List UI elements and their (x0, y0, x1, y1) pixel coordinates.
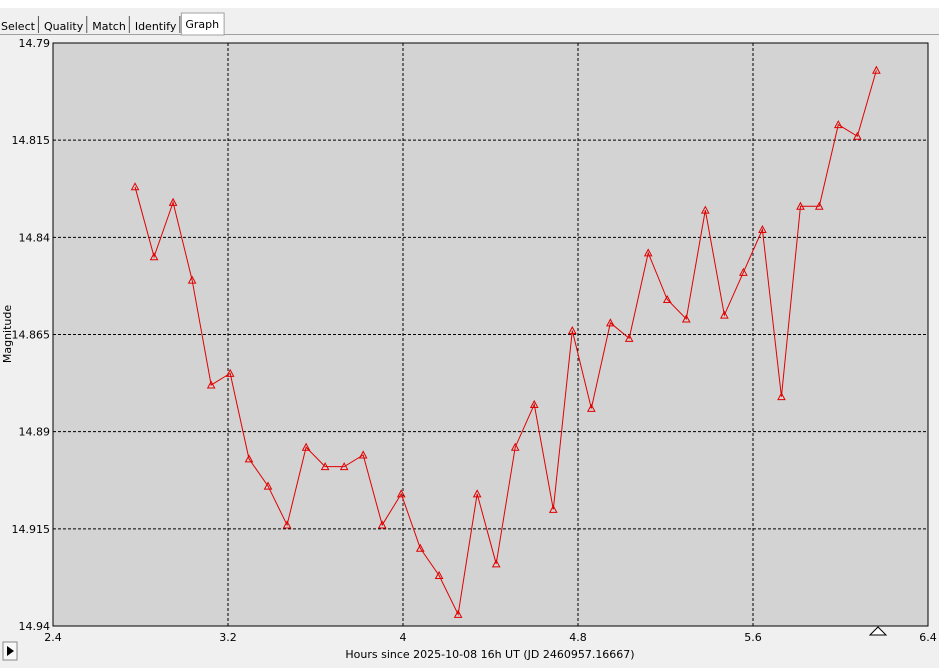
x-tick-label: 4.8 (569, 631, 587, 644)
tab-label[interactable]: Identify (135, 20, 177, 33)
data-point (206, 380, 216, 389)
x-tick-label: 2.4 (44, 631, 62, 644)
data-point (624, 333, 634, 342)
data-point (758, 225, 767, 234)
top-strip (0, 0, 939, 8)
data-point (491, 559, 501, 568)
data-point (472, 489, 482, 498)
play-icon (7, 646, 14, 656)
x-tick-label: 4 (400, 631, 407, 644)
data-point (453, 609, 463, 618)
active-tab[interactable] (180, 12, 225, 36)
y-axis-label: Magnitude (1, 305, 14, 364)
tab-label[interactable]: Select (1, 20, 36, 33)
data-point (149, 252, 159, 261)
y-tick-label: 14.89 (19, 426, 51, 439)
data-point (168, 197, 178, 206)
tab-label[interactable]: Graph (185, 18, 219, 31)
data-point (681, 314, 691, 323)
data-point (700, 205, 710, 214)
data-point (777, 392, 786, 401)
data-point (643, 248, 653, 257)
data-point (814, 201, 824, 210)
data-point (853, 131, 862, 140)
data-point (301, 442, 311, 451)
data-point (833, 120, 843, 129)
data-point (320, 462, 330, 471)
data-point (739, 267, 748, 276)
data-point (187, 275, 197, 284)
data-point (358, 450, 368, 459)
scroll-marker[interactable] (868, 626, 888, 636)
x-tick-label: 6.4 (919, 631, 937, 644)
x-tick-label: 3.2 (219, 631, 237, 644)
x-tick-label: 5.6 (744, 631, 762, 644)
data-point (339, 462, 349, 471)
y-tick-label: 14.94 (19, 620, 51, 633)
data-point (872, 65, 881, 74)
y-tick-label: 14.915 (12, 523, 51, 536)
data-point (415, 543, 425, 552)
data-point (225, 368, 235, 377)
plot: 14.79 14.815 14.84 14.865 14.89 14.915 14.942.… (12, 37, 937, 644)
data-point (662, 294, 672, 304)
data-point (606, 318, 615, 327)
y-tick-label: 14.84 (19, 231, 51, 244)
x-axis-label: Hours since 2025-10-08 16h UT (JD 246095… (345, 648, 634, 661)
data-point (244, 454, 254, 463)
data-point (796, 201, 805, 210)
data-point (567, 326, 577, 335)
tab-label[interactable]: Quality (44, 20, 84, 33)
tab-label[interactable]: Match (92, 20, 126, 33)
data-point (377, 520, 387, 529)
tab-bar: Select Quality Match Identify Graph (1, 12, 225, 36)
series-line (134, 70, 877, 616)
data-point (548, 504, 558, 513)
data-point (282, 520, 292, 529)
data-point (720, 310, 729, 319)
data-point (529, 399, 539, 408)
data-point (396, 489, 406, 498)
data-point (263, 481, 273, 490)
data-point (510, 442, 520, 451)
y-tick-label: 14.79 (19, 37, 51, 50)
data-point (434, 570, 444, 579)
data-point (130, 182, 140, 191)
y-tick-label: 14.865 (12, 329, 51, 342)
data-point (587, 403, 596, 412)
y-tick-label: 14.815 (12, 134, 51, 147)
